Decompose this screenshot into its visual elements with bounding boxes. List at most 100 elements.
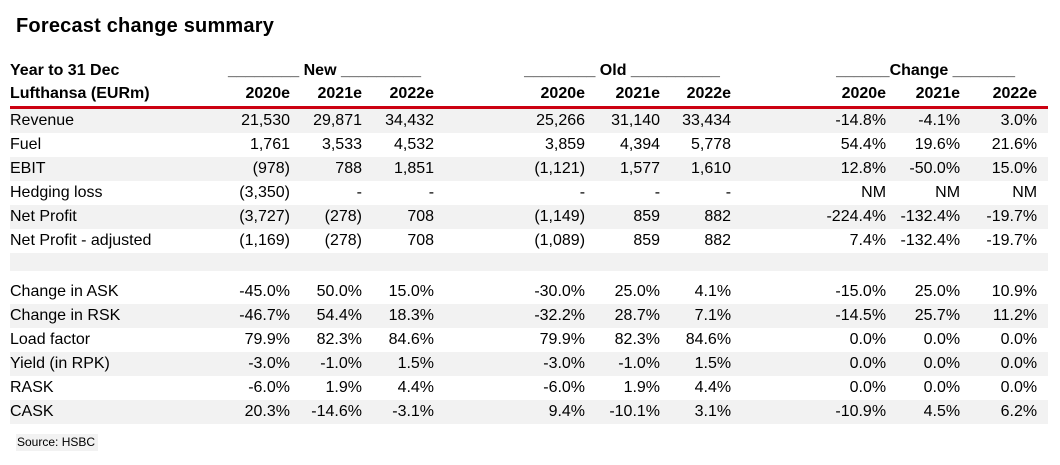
row-tail [1037, 400, 1049, 424]
cell-new-2021e: 1.9% [325, 379, 362, 396]
column-gap [434, 229, 513, 253]
cell-change-2021e: 0.0% [923, 379, 961, 396]
row-tail [1037, 133, 1048, 157]
row-tail [1037, 60, 1048, 82]
col-header-new-2022e: 2022e [362, 82, 435, 109]
cell-old-2020e: -30.0% [534, 283, 586, 300]
cell-change-2022e: 0.0% [1000, 379, 1038, 396]
cell-change-2021e: -132.4% [900, 232, 961, 249]
cell-change-2022e: 10.9% [991, 283, 1038, 300]
column-gap [434, 82, 514, 109]
cell-change-2021e: 0.0% [886, 352, 961, 376]
column-gap [731, 229, 814, 253]
row-tail [1037, 352, 1049, 376]
cell-new-2022e: 1,851 [362, 157, 435, 181]
cell-old-2022e: 4.1% [694, 283, 732, 300]
cell-old-2021e: 82.3% [614, 331, 661, 348]
cell-old-2022e: 3.1% [660, 400, 732, 424]
spacer-row [10, 253, 1049, 271]
cell-change-2020e: -15.0% [835, 283, 887, 300]
cell-new-2022e: 1.5% [362, 352, 435, 376]
cell-old-2020e: - [579, 184, 586, 201]
cell-old-2020e: 79.9% [539, 331, 586, 348]
row-label: Yield (in RPK) [10, 352, 215, 376]
cell-old-2021e: -1.0% [585, 352, 661, 376]
row-label: EBIT [10, 157, 215, 181]
row-tail [1037, 328, 1048, 352]
cell-old-2021e: 4,394 [619, 136, 661, 153]
row-tail [1037, 205, 1049, 229]
cell-change-2020e: 0.0% [814, 352, 887, 376]
cell-new-2021e: - [356, 184, 362, 201]
column-gap [731, 304, 815, 328]
cell-change-2020e: NM [861, 184, 887, 201]
row-tail [1037, 280, 1048, 304]
cell-change-2021e: 25.7% [886, 304, 961, 328]
cell-change-2020e: 54.4% [840, 136, 887, 153]
column-gap [731, 280, 814, 304]
cell-change-2020e: -14.8% [814, 107, 887, 133]
cell-old-2020e: -32.2% [513, 304, 586, 328]
cell-new-2020e: 1,761 [249, 136, 290, 153]
table-row-fuel: Fuel 1,761 3,533 4,532 3,859 4,394 5,778… [10, 133, 1048, 157]
row-label: Load factor [10, 331, 91, 348]
row-label: RASK [10, 379, 54, 396]
column-gap [731, 352, 815, 376]
cell-new-2022e: - [428, 184, 435, 201]
cell-change-2021e: -50.0% [886, 157, 961, 181]
cell-new-2020e: 20.3% [215, 400, 290, 424]
col-header-old-2022e: 2022e [660, 82, 732, 109]
cell-change-2020e: 7.4% [849, 232, 887, 249]
cell-old-2021e: - [654, 184, 661, 201]
group-heading-new: ________ New _________ [227, 62, 422, 79]
cell-old-2021e: 859 [585, 205, 661, 229]
cell-old-2020e: 25,266 [513, 107, 586, 133]
table-row-hedging-loss: Hedging loss (3,350) - - - - - NM NM NM [10, 181, 1048, 205]
table-row-change-in-rsk: Change in RSK -46.7% 54.4% 18.3% -32.2% … [10, 304, 1049, 328]
cell-new-2020e: 79.9% [244, 331, 290, 348]
cell-change-2021e: 0.0% [923, 331, 961, 348]
cell-new-2020e: -45.0% [239, 283, 290, 300]
cell-new-2020e: (978) [215, 157, 290, 181]
forecast-table: Year to 31 Dec ________ New _________ __… [10, 60, 1049, 424]
cell-new-2021e: 788 [290, 157, 362, 181]
cell-change-2021e: -132.4% [886, 205, 961, 229]
col-header-change-2022e: 2022e [960, 82, 1038, 109]
cell-new-2020e: (1,169) [239, 232, 290, 249]
cell-old-2022e: 4.4% [694, 379, 732, 396]
table-row-change-in-ask: Change in ASK -45.0% 50.0% 15.0% -30.0% … [10, 280, 1048, 304]
row-tail [1037, 376, 1048, 400]
cell-new-2020e: -6.0% [248, 379, 290, 396]
cell-new-2020e: (3,727) [215, 205, 290, 229]
column-gap [731, 107, 815, 133]
cell-old-2022e: - [725, 184, 732, 201]
report-table-panel: Forecast change summary Year to 31 Dec _… [10, 15, 1049, 451]
row-label: Change in ASK [10, 283, 119, 300]
column-gap [434, 352, 514, 376]
cell-old-2020e: (1,089) [534, 232, 586, 249]
cell-new-2022e: 15.0% [388, 283, 435, 300]
year-header-row: Lufthansa (EURm) 2020e 2021e 2022e 2020e… [10, 82, 1049, 109]
column-gap [731, 82, 815, 109]
cell-change-2021e: 19.6% [914, 136, 961, 153]
col-header-change-2021e: 2021e [886, 82, 961, 109]
column-gap [731, 376, 814, 400]
column-gap [434, 280, 513, 304]
cell-new-2021e: 50.0% [316, 283, 362, 300]
cell-change-2020e: -224.4% [814, 205, 887, 229]
group-heading-old: ________ Old __________ [524, 62, 720, 79]
cell-old-2022e: 1,610 [660, 157, 732, 181]
cell-new-2020e: (3,350) [239, 184, 290, 201]
cell-old-2021e: 31,140 [585, 107, 661, 133]
column-gap [434, 205, 514, 229]
cell-new-2022e: 84.6% [388, 331, 435, 348]
column-gap [731, 60, 814, 82]
col-header-change-2020e: 2020e [814, 82, 887, 109]
cell-old-2022e: 1.5% [660, 352, 732, 376]
cell-new-2021e: 82.3% [316, 331, 362, 348]
column-gap [434, 133, 513, 157]
cell-change-2022e: 11.2% [960, 304, 1038, 328]
cell-old-2022e: 882 [660, 205, 732, 229]
spacer-row [10, 271, 1048, 280]
cell-old-2022e: 84.6% [685, 331, 732, 348]
